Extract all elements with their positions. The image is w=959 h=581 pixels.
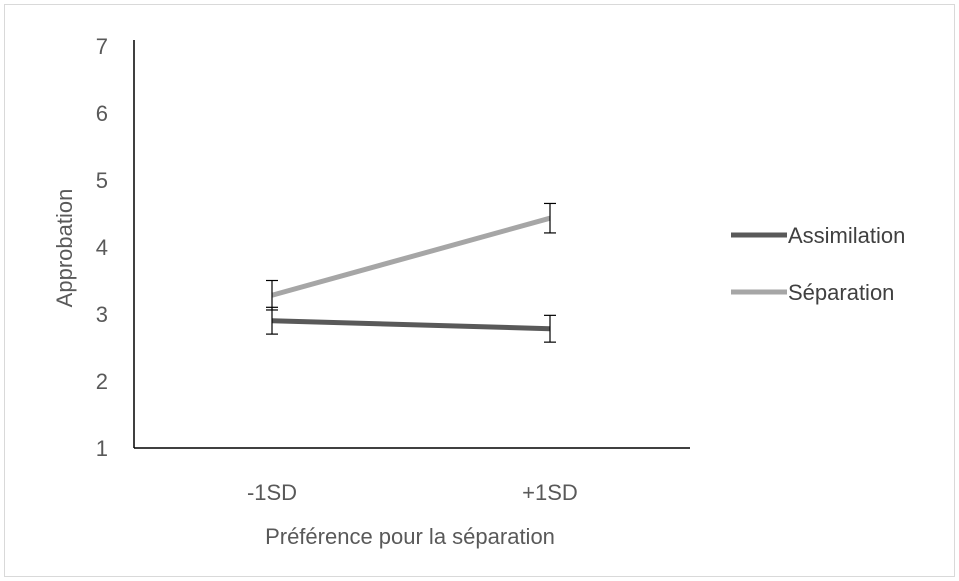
error-bar — [544, 202, 556, 234]
error-bars — [266, 202, 556, 343]
error-bar — [266, 279, 278, 311]
y-axis: 1 2 3 4 5 6 7 — [96, 34, 135, 461]
y-tick-label: 3 — [96, 302, 108, 327]
y-tick-label: 1 — [96, 436, 108, 461]
legend-item: Assimilation — [731, 223, 905, 248]
series-line-séparation — [271, 215, 551, 298]
error-bar — [544, 314, 556, 343]
y-tick-label: 2 — [96, 369, 108, 394]
chart-frame — [4, 4, 955, 577]
x-axis-title: Préférence pour la séparation — [265, 524, 555, 549]
legend-item: Séparation — [731, 280, 894, 305]
y-tick-label: 5 — [96, 168, 108, 193]
y-axis-title: Approbation — [52, 189, 77, 308]
y-tick-label: 7 — [96, 34, 108, 59]
legend-label: Assimilation — [788, 223, 905, 248]
series-lines — [271, 215, 551, 332]
x-axis: -1SD +1SD — [134, 447, 690, 505]
x-tick-label: +1SD — [522, 480, 578, 505]
legend-label: Séparation — [788, 280, 894, 305]
series-line-assimilation — [271, 318, 551, 332]
x-tick-label: -1SD — [247, 480, 297, 505]
y-tick-label: 6 — [96, 101, 108, 126]
y-tick-label: 4 — [96, 235, 108, 260]
legend: Assimilation Séparation — [731, 223, 905, 305]
